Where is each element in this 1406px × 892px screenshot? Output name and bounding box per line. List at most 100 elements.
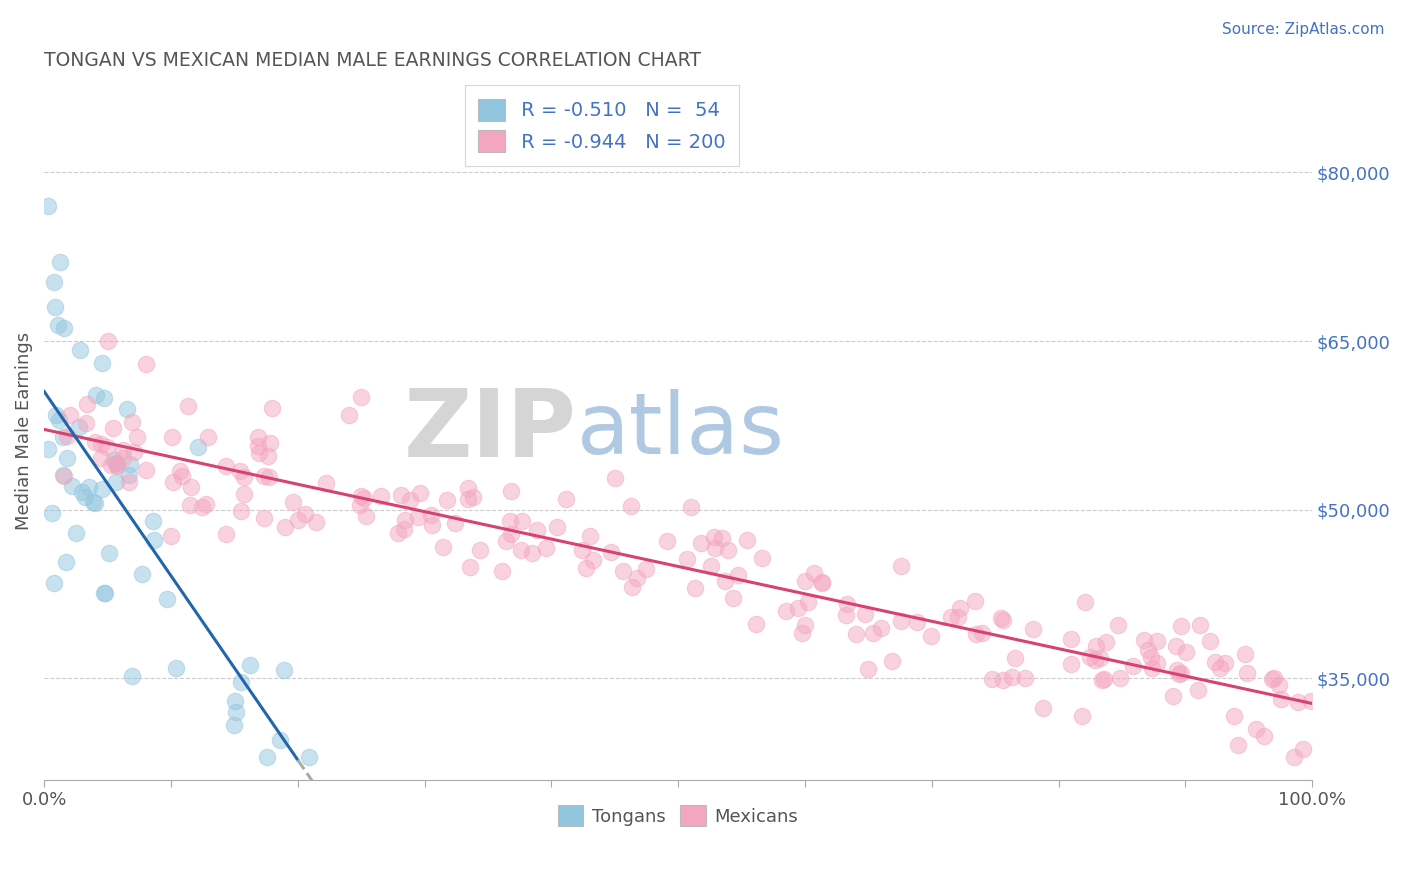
Point — [797, 595, 820, 609]
Point — [786, 601, 808, 615]
Point — [546, 519, 568, 533]
Point — [458, 559, 481, 574]
Point — [228, 463, 250, 477]
Point — [399, 493, 422, 508]
Point — [60, 479, 83, 493]
Point — [717, 543, 740, 558]
Point — [1085, 639, 1108, 653]
Point — [73, 491, 96, 505]
Point — [811, 575, 834, 590]
Point — [131, 566, 153, 581]
Point — [600, 545, 623, 559]
Point — [1170, 619, 1192, 633]
Point — [990, 611, 1012, 625]
Point — [231, 504, 253, 518]
Point — [84, 434, 107, 449]
Point — [104, 475, 127, 490]
Point — [723, 591, 745, 605]
Point — [165, 660, 187, 674]
Point — [105, 458, 128, 472]
Point — [443, 516, 465, 530]
Point — [394, 512, 416, 526]
Point — [1094, 635, 1116, 649]
Point — [1022, 623, 1045, 637]
Point — [125, 430, 148, 444]
Point — [920, 629, 942, 643]
Point — [495, 534, 517, 549]
Point — [420, 518, 443, 533]
Point — [905, 615, 928, 630]
Point — [194, 497, 217, 511]
Point — [690, 535, 713, 549]
Point — [605, 471, 627, 485]
Point — [1168, 667, 1191, 681]
Point — [803, 566, 825, 581]
Point — [835, 608, 858, 623]
Point — [52, 467, 75, 482]
Point — [579, 529, 602, 543]
Point — [499, 526, 522, 541]
Point — [67, 419, 90, 434]
Point — [90, 436, 112, 450]
Point — [305, 516, 328, 530]
Point — [370, 489, 392, 503]
Point — [1004, 651, 1026, 665]
Point — [91, 482, 114, 496]
Point — [111, 442, 134, 457]
Point — [77, 480, 100, 494]
Point — [353, 491, 375, 505]
Point — [582, 553, 605, 567]
Point — [1071, 709, 1094, 723]
Point — [727, 568, 749, 582]
Point — [111, 451, 134, 466]
Point — [256, 750, 278, 764]
Text: atlas: atlas — [576, 390, 785, 473]
Point — [294, 508, 316, 522]
Point — [197, 430, 219, 444]
Point — [1199, 634, 1222, 648]
Text: ZIP: ZIP — [404, 385, 576, 477]
Point — [714, 574, 737, 588]
Point — [229, 675, 252, 690]
Point — [1270, 692, 1292, 706]
Point — [1244, 723, 1267, 737]
Point — [160, 529, 183, 543]
Point — [890, 559, 912, 574]
Point — [84, 496, 107, 510]
Point — [103, 453, 125, 467]
Point — [82, 495, 104, 509]
Point — [534, 541, 557, 556]
Point — [810, 574, 832, 589]
Legend: Tongans, Mexicans: Tongans, Mexicans — [551, 798, 806, 833]
Point — [880, 654, 903, 668]
Point — [406, 510, 429, 524]
Point — [56, 450, 79, 465]
Point — [44, 300, 66, 314]
Point — [946, 609, 969, 624]
Point — [169, 464, 191, 478]
Point — [392, 522, 415, 536]
Point — [65, 525, 87, 540]
Point — [1084, 653, 1107, 667]
Point — [1286, 695, 1309, 709]
Point — [1133, 633, 1156, 648]
Point — [949, 601, 972, 615]
Point — [1301, 694, 1323, 708]
Point — [419, 508, 441, 522]
Point — [59, 408, 82, 422]
Point — [76, 397, 98, 411]
Point — [1282, 750, 1305, 764]
Point — [37, 199, 59, 213]
Point — [509, 542, 531, 557]
Point — [1253, 729, 1275, 743]
Point — [48, 413, 70, 427]
Point — [835, 597, 858, 611]
Point — [612, 565, 634, 579]
Point — [700, 558, 723, 573]
Point — [1140, 649, 1163, 664]
Point — [1136, 643, 1159, 657]
Point — [1189, 618, 1212, 632]
Point — [626, 571, 648, 585]
Point — [1146, 633, 1168, 648]
Point — [457, 491, 479, 506]
